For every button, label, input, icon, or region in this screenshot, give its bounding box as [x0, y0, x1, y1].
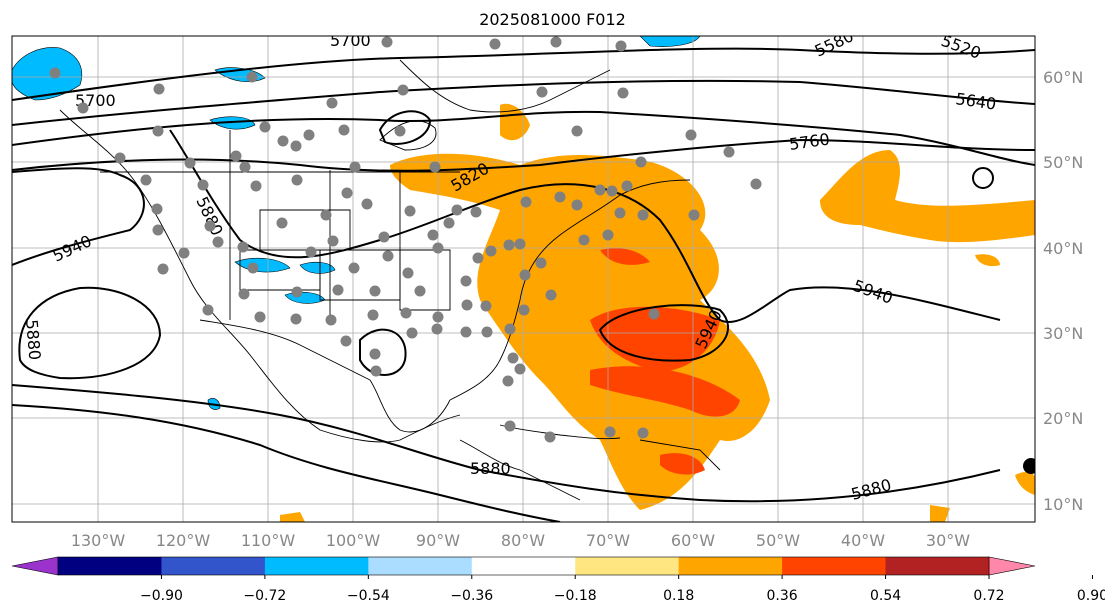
coastlines: [59, 59, 721, 501]
colorbar-tick-label: −0.90: [140, 588, 183, 604]
colorbar-tick-label: 0.72: [973, 588, 1004, 604]
lon-label: 110°W: [241, 531, 296, 550]
colorbar-extend-low: [11, 556, 59, 576]
colorbar-tick-label: 0.90: [1077, 588, 1105, 604]
lon-label: 100°W: [326, 531, 381, 550]
colorbar-segment: [575, 557, 680, 575]
contour-label: 5880: [470, 459, 511, 478]
negative-anomaly-fields: [12, 36, 701, 410]
colorbar-tick-label: −0.18: [554, 588, 597, 604]
lat-label: 30°N: [1043, 324, 1083, 343]
colorbar-tick-label: 0.18: [663, 588, 694, 604]
lat-label: 50°N: [1043, 153, 1083, 172]
lon-label: 120°W: [156, 531, 211, 550]
contour-label: 5700: [330, 31, 371, 50]
lon-label: 90°W: [416, 531, 460, 550]
colorbar-segment: [368, 557, 473, 575]
colorbar-tick-label: −0.72: [243, 588, 286, 604]
height-contours: [12, 47, 1035, 522]
lon-label: 60°W: [671, 531, 715, 550]
colorbar-extend-high: [988, 556, 1036, 576]
colorbar-segment: [264, 557, 369, 575]
lat-label: 10°N: [1043, 495, 1083, 514]
lon-label: 130°W: [71, 531, 126, 550]
lon-label: 70°W: [586, 531, 630, 550]
colorbar-segment: [885, 557, 990, 575]
map-frame: [11, 35, 1036, 523]
colorbar-segment: [678, 557, 783, 575]
lat-label: 20°N: [1043, 409, 1083, 428]
colorbar: −0.90 −0.72 −0.54 −0.36 −0.18 0.18 0.36 0.54 0.7…: [11, 556, 1105, 604]
lon-label: 50°W: [756, 531, 800, 550]
colorbar-segment: [471, 557, 576, 575]
colorbar-tick-label: 0.54: [870, 588, 901, 604]
colorbar-segment: [161, 557, 266, 575]
colorbar-segment: [58, 557, 162, 575]
colorbar-tick-label: −0.54: [347, 588, 390, 604]
contour-label: 5880: [22, 319, 44, 361]
colorbar-segment: [782, 557, 887, 575]
lon-label: 40°W: [841, 531, 885, 550]
lon-label: 30°W: [926, 531, 970, 550]
latitude-labels: 60°N 50°N 40°N 30°N 20°N 10°N: [1043, 68, 1083, 514]
longitude-labels: 130°W 120°W 110°W 100°W 90°W 80°W 70°W 6…: [71, 531, 970, 550]
colorbar-tick-label: 0.36: [767, 588, 798, 604]
tropical-system-marker: [1023, 458, 1035, 474]
map-title: 2025081000 F012: [479, 10, 626, 29]
colorbar-tick-label: −0.36: [450, 588, 493, 604]
lon-label: 80°W: [501, 531, 545, 550]
station-markers: [49, 36, 762, 443]
lat-label: 60°N: [1043, 68, 1083, 87]
lat-label: 40°N: [1043, 239, 1083, 258]
